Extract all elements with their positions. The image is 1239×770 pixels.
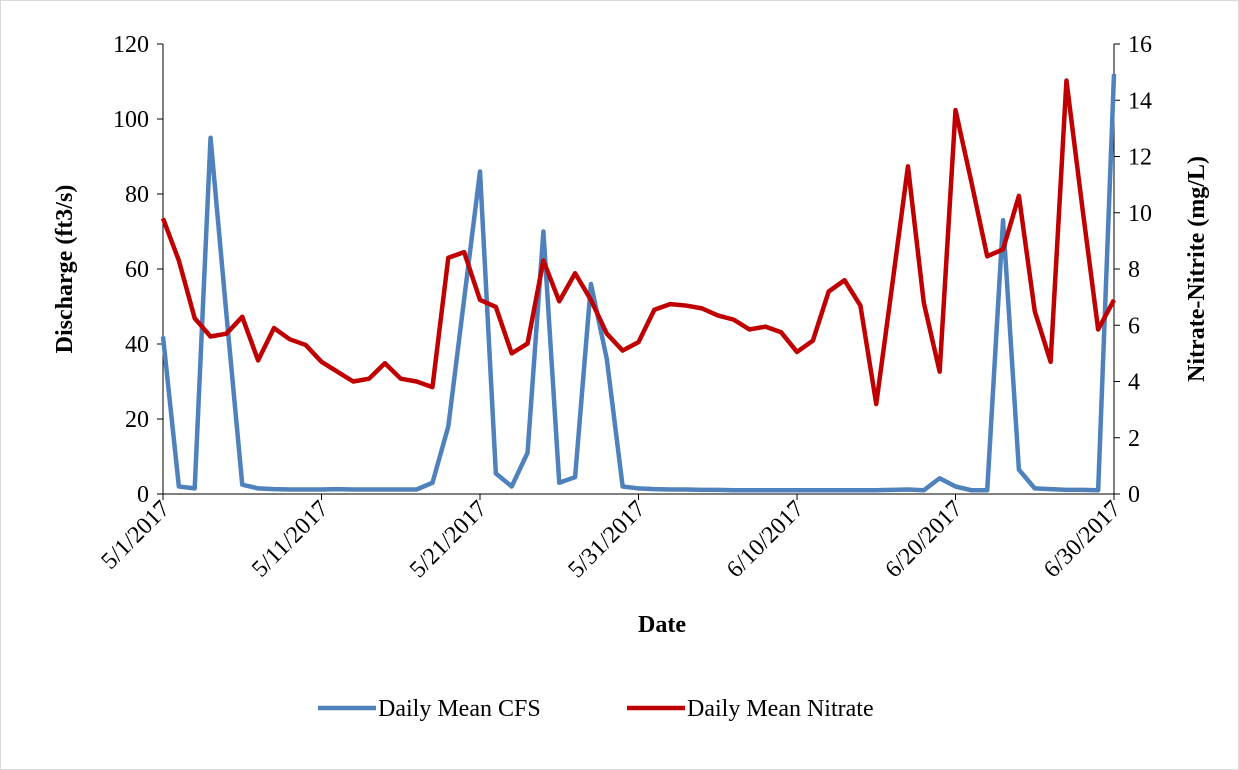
y2-tick-label: 10: [1128, 201, 1152, 227]
y2-tick-label: 12: [1128, 145, 1152, 171]
y2-tick-label: 4: [1128, 370, 1140, 396]
y-axis-title: Discharge (ft3/s): [52, 185, 78, 354]
y2-tick-label: 0: [1128, 482, 1140, 508]
y-tick-label: 40: [125, 332, 149, 358]
y-tick-label: 20: [125, 407, 149, 433]
x-axis-title: Date: [638, 612, 686, 638]
y2-tick-label: 16: [1128, 32, 1152, 58]
y2-tick-label: 2: [1128, 426, 1140, 452]
y-tick-label: 80: [125, 182, 149, 208]
y-tick-label: 60: [125, 257, 149, 283]
y-tick-label: 100: [113, 107, 149, 133]
y2-tick-label: 6: [1128, 313, 1140, 339]
legend-label: Daily Mean CFS: [378, 696, 541, 722]
y2-tick-label: 8: [1128, 257, 1140, 283]
y2-axis-title: Nitrate-Nitrite (mg/L): [1184, 156, 1210, 382]
data-line: [160, 78, 1116, 407]
data-line: [160, 73, 1117, 493]
y2-tick-label: 14: [1128, 88, 1152, 114]
y-tick-label: 0: [137, 482, 149, 508]
y-tick-label: 120: [113, 32, 149, 58]
legend-label: Daily Mean Nitrate: [687, 696, 874, 722]
